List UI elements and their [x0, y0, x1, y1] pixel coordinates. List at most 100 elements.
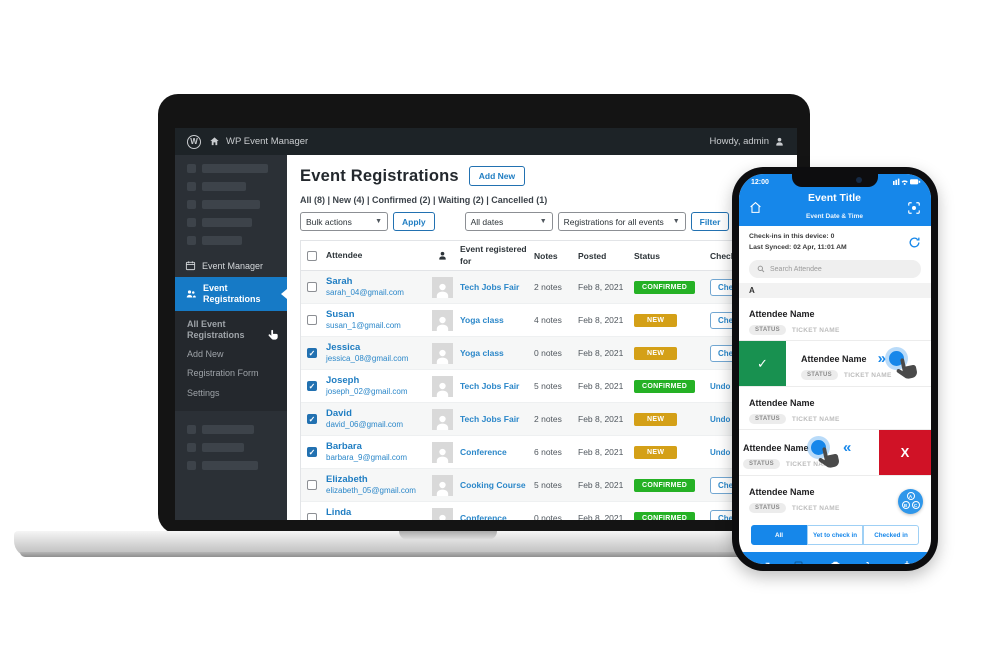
- select-all-checkbox[interactable]: [307, 250, 317, 261]
- event-link[interactable]: Tech Jobs Fair: [460, 282, 520, 292]
- events-select[interactable]: Registrations for all events ▼: [557, 212, 686, 231]
- cross-icon: X: [900, 445, 910, 461]
- nav-attendees[interactable]: Attendees: [781, 561, 817, 564]
- attendee-name-link[interactable]: Joseph: [326, 375, 360, 387]
- notes-cell: 4 notes: [534, 315, 562, 325]
- filter-yet-to-check-in-button[interactable]: Yet to check in: [807, 525, 863, 546]
- attendee-list-item-swiped-checkin[interactable]: ✓ Attendee Name STATUS TICKET NAME »: [739, 341, 931, 388]
- sidebar-item-all-event-registrations[interactable]: All Event Registrations: [175, 315, 287, 346]
- event-link[interactable]: Conference: [460, 513, 507, 520]
- attendee-email-link[interactable]: elizabeth_05@gmail.com: [326, 485, 416, 495]
- filter-checked-in-button[interactable]: Checked in: [863, 525, 919, 546]
- notes-cell: 0 notes: [534, 348, 562, 358]
- phone-screen: 12:00 Event Title Event Date & Time Chec…: [739, 174, 931, 564]
- posted-cell: Feb 8, 2021: [578, 447, 624, 457]
- row-checkbox[interactable]: [307, 315, 317, 325]
- attendee-list-item[interactable]: Attendee Name STATUS TICKET NAME: [739, 298, 931, 342]
- attendee-list-item[interactable]: Attendee Name STATUS TICKET NAME: [739, 387, 931, 431]
- howdy-admin[interactable]: Howdy, admin: [709, 136, 770, 147]
- ticket-name: TICKET NAME: [791, 326, 840, 334]
- status-pill: STATUS: [743, 459, 780, 470]
- sidebar-item-event-registrations[interactable]: Event Registrations: [175, 277, 287, 311]
- apply-button[interactable]: Apply: [393, 212, 435, 231]
- event-link[interactable]: Yoga class: [460, 315, 504, 325]
- attendee-name-link[interactable]: Linda: [326, 507, 352, 519]
- attendee-email-link[interactable]: jessica_08@gmail.com: [326, 353, 409, 363]
- attendees-icon: [186, 290, 196, 298]
- nav-guest-lists[interactable]: Guest Lists: [817, 561, 853, 564]
- status-filter-links[interactable]: All (8) | New (4) | Confirmed (2) | Wait…: [300, 195, 548, 205]
- site-title[interactable]: WP Event Manager: [226, 136, 309, 147]
- row-checkbox[interactable]: [307, 414, 317, 424]
- status-badge: CONFIRMED: [634, 511, 696, 520]
- row-checkbox[interactable]: [307, 282, 317, 292]
- dashboard-chart-icon: [765, 562, 769, 564]
- search-input[interactable]: Search Attendee: [749, 260, 921, 279]
- sidebar-item-event-manager[interactable]: Event Manager: [175, 254, 287, 277]
- home-icon[interactable]: [749, 201, 762, 214]
- filter-button[interactable]: Filter: [690, 212, 730, 231]
- status-badge: NEW: [634, 313, 678, 327]
- attendee-list-item-swiped-cancel[interactable]: Attendee Name STATUS TICKET NAME « X: [739, 430, 931, 477]
- row-checkbox[interactable]: [307, 348, 317, 358]
- ticket-name: TICKET NAME: [791, 504, 840, 512]
- attendee-name-link[interactable]: David: [326, 408, 352, 420]
- attendee-name-link[interactable]: Jessica: [326, 342, 361, 354]
- attendee-email-link[interactable]: sarah_04@gmail.com: [326, 287, 404, 297]
- section-header-a: A: [739, 283, 931, 299]
- touch-point: [889, 351, 904, 367]
- col-status: Status: [634, 250, 660, 261]
- sidebar-placeholder: [187, 182, 275, 191]
- wordpress-logo-icon[interactable]: W: [187, 134, 201, 149]
- attendee-email-link[interactable]: barbara_9@gmail.com: [326, 452, 408, 462]
- person-column-icon: [438, 251, 446, 260]
- event-link[interactable]: Conference: [460, 447, 507, 457]
- row-checkbox[interactable]: [307, 447, 317, 457]
- status-badge: NEW: [634, 412, 678, 426]
- attendee-name-link[interactable]: Susan: [326, 309, 355, 321]
- add-new-button[interactable]: Add New: [468, 166, 526, 186]
- attendee-email-link[interactable]: joseph_02@gmail.com: [326, 386, 408, 396]
- cancel-swipe-action[interactable]: X: [879, 430, 931, 476]
- event-link[interactable]: Yoga class: [460, 348, 504, 358]
- attendee-name-link[interactable]: Barbara: [326, 441, 362, 453]
- attendee-email-link[interactable]: susan_1@gmail.com: [326, 320, 401, 330]
- home-icon[interactable]: [209, 136, 220, 147]
- filter-all-button[interactable]: All: [751, 525, 807, 546]
- row-checkbox[interactable]: [307, 480, 317, 490]
- attendee-email-link[interactable]: linda_08@gmail.com: [326, 519, 424, 520]
- posted-cell: Feb 8, 2021: [578, 348, 624, 358]
- attendee-name-link[interactable]: Sarah: [326, 276, 353, 288]
- admin-avatar-icon[interactable]: [774, 136, 785, 147]
- event-link[interactable]: Tech Jobs Fair: [460, 381, 520, 391]
- bulk-actions-select[interactable]: Bulk actions ▼: [300, 212, 388, 231]
- event-link[interactable]: Cooking Course: [460, 480, 526, 490]
- attendee-name-link[interactable]: Elizabeth: [326, 474, 368, 486]
- nav-dashboard[interactable]: Dashboard: [745, 561, 781, 564]
- row-checkbox[interactable]: [307, 381, 317, 391]
- col-posted: Posted: [578, 250, 607, 261]
- attendee-email-link[interactable]: david_06@gmail.com: [326, 419, 404, 429]
- nav-arrivals[interactable]: Arrivals: [889, 561, 925, 564]
- table-row: Elizabeth elizabeth_05@gmail.com Cooking …: [301, 469, 795, 502]
- refresh-icon[interactable]: [908, 236, 921, 249]
- qr-scan-icon[interactable]: [907, 201, 921, 215]
- phone-bottom-nav: Dashboard Attendees Guest Lists Orders A…: [739, 552, 931, 564]
- dates-select[interactable]: All dates ▼: [464, 212, 553, 231]
- sidebar-item-settings[interactable]: Settings: [187, 387, 220, 398]
- sidebar-placeholder: [187, 164, 275, 173]
- event-link[interactable]: Tech Jobs Fair: [460, 414, 520, 424]
- row-checkbox[interactable]: [307, 513, 317, 520]
- check-in-swipe-action[interactable]: ✓: [739, 341, 786, 387]
- sidebar-item-registration-form[interactable]: Registration Form: [187, 368, 259, 379]
- status-pill: STATUS: [749, 325, 786, 336]
- sidebar-item-add-new[interactable]: Add New: [187, 349, 224, 360]
- timer-icon: [903, 561, 911, 564]
- phone-frame: 12:00 Event Title Event Date & Time Chec…: [732, 167, 938, 571]
- nav-orders[interactable]: Orders: [853, 561, 889, 564]
- wp-sidebar: Event Manager Event Registrations All Ev…: [175, 155, 287, 520]
